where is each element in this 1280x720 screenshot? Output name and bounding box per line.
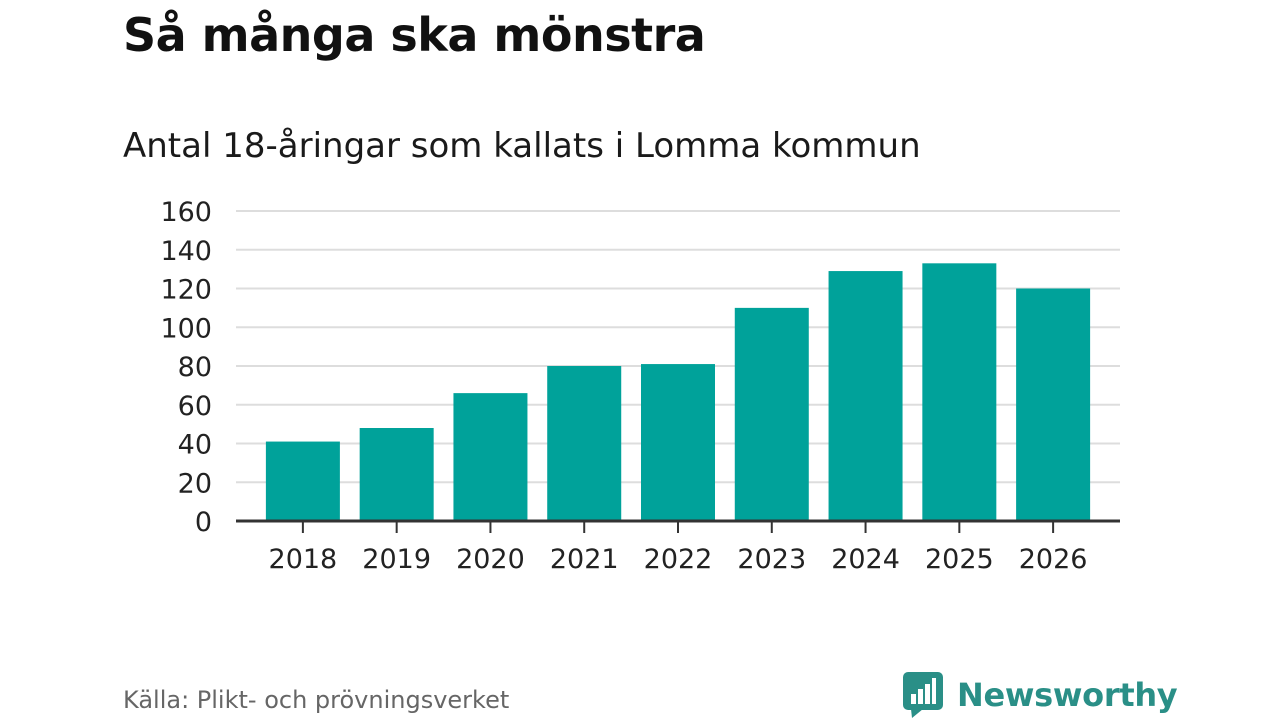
- y-tick-label: 0: [195, 507, 212, 538]
- y-tick-label: 140: [160, 236, 212, 267]
- x-tick-label: 2023: [737, 544, 806, 575]
- bar-2021: [547, 366, 622, 521]
- x-tick-label: 2019: [362, 544, 431, 575]
- y-tick-label: 100: [160, 313, 212, 344]
- x-tick-label: 2020: [456, 544, 525, 575]
- bar-2018: [265, 441, 340, 521]
- y-tick-label: 60: [178, 391, 212, 422]
- bar-2025: [922, 263, 997, 521]
- x-tick-label: 2021: [550, 544, 619, 575]
- bar-2023: [734, 307, 809, 521]
- x-tick-label: 2026: [1019, 544, 1088, 575]
- y-axis-ticks: 0 20 40 60 80 100 120 140 160: [160, 197, 212, 538]
- chart-subtitle: Antal 18-åringar som kallats i Lomma kom…: [123, 126, 921, 166]
- x-tick-label: 2025: [925, 544, 994, 575]
- chart-title: Så många ska mönstra: [123, 8, 706, 62]
- y-tick-label: 160: [160, 197, 212, 228]
- x-axis-ticks: 2018 2019 2020 2021 2022 2023 2024 2025 2026: [269, 544, 1088, 575]
- bar-2024: [828, 271, 903, 521]
- x-tick-label: 2022: [644, 544, 713, 575]
- brand-logo: Newsworthy: [903, 672, 1178, 718]
- x-tick-label: 2018: [269, 544, 338, 575]
- bar-2022: [641, 364, 715, 521]
- bar-chart-logo-icon: [903, 672, 943, 718]
- source-note: Källa: Plikt- och prövningsverket: [123, 686, 510, 714]
- y-tick-label: 40: [178, 430, 212, 461]
- bar-2020: [453, 393, 528, 521]
- bar-2019: [359, 428, 434, 521]
- y-tick-label: 120: [160, 275, 212, 306]
- x-axis: [236, 519, 1120, 533]
- bar-2026: [1016, 288, 1091, 521]
- y-tick-label: 80: [178, 352, 212, 383]
- bars: [265, 263, 1091, 521]
- x-tick-label: 2024: [831, 544, 900, 575]
- y-tick-label: 20: [178, 468, 212, 499]
- brand-name: Newsworthy: [957, 676, 1178, 714]
